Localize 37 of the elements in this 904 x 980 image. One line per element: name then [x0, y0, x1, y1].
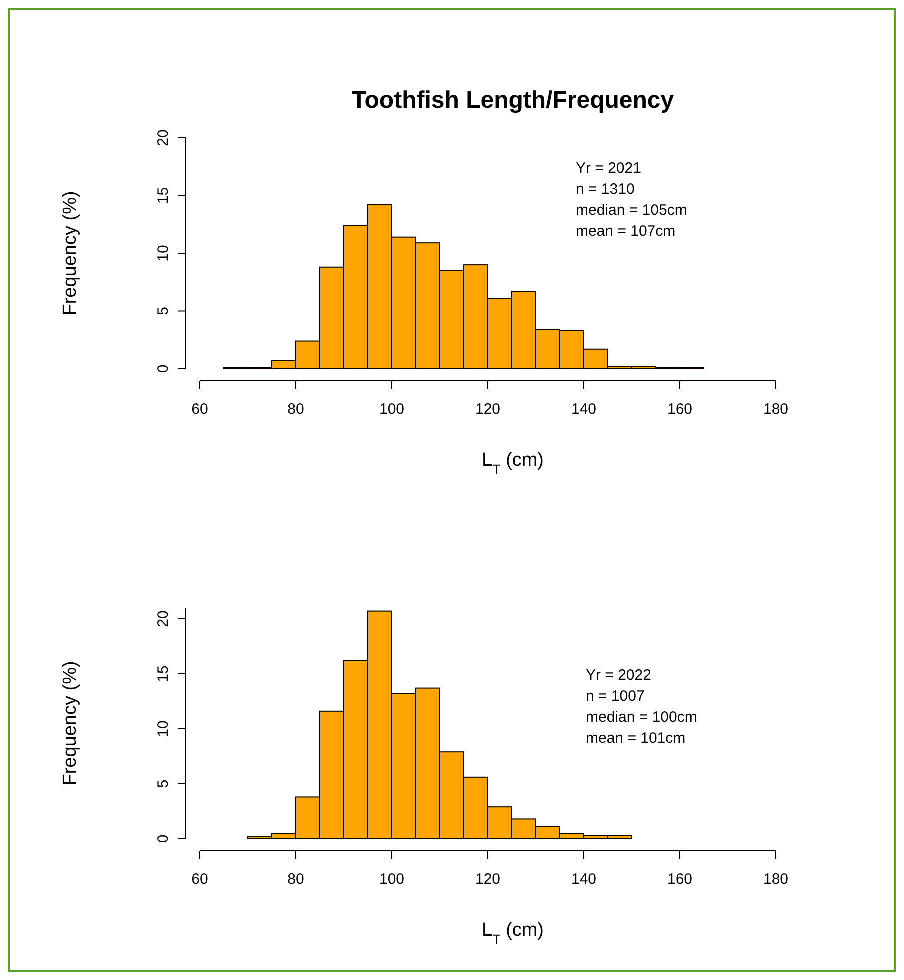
annotation: median = 105cm	[576, 202, 688, 219]
x-tick-label: 60	[192, 871, 208, 888]
x-tick-label: 120	[475, 401, 501, 418]
x-tick-label: 160	[667, 871, 693, 888]
x-tick-label: 160	[667, 401, 693, 418]
chart-title: Toothfish Length/Frequency	[352, 87, 675, 114]
x-tick-label: 140	[571, 871, 597, 888]
y-axis-title: Frequency (%)	[60, 661, 81, 786]
x-tick-label: 80	[288, 871, 304, 888]
y-tick-label: 20	[155, 610, 172, 628]
annotation: Yr = 2022	[586, 667, 652, 684]
annotation: n = 1310	[576, 181, 635, 198]
y-tick-label: 5	[155, 780, 172, 788]
x-tick-label: 120	[475, 871, 501, 888]
x-tick-label: 180	[763, 401, 789, 418]
x-tick-label: 140	[571, 401, 597, 418]
y-tick-label: 20	[155, 130, 172, 146]
x-axis-title: L$_{T}$ (cm)	[482, 920, 544, 946]
x-tick-label: 80	[288, 401, 304, 418]
y-tick-label: 15	[155, 187, 172, 204]
annotation: n = 1007	[586, 688, 645, 705]
y-axis-title: Frequency (%)	[60, 191, 81, 316]
y-tick-label: 10	[155, 720, 172, 738]
y-tick-label: 15	[155, 666, 172, 682]
x-tick-label: 100	[379, 871, 405, 888]
annotation: mean = 101cm	[586, 730, 686, 747]
y-tick-label: 10	[155, 245, 172, 262]
annotation: median = 100cm	[586, 709, 698, 726]
y-tick-label: 0	[155, 834, 172, 844]
y-tick-label: 5	[155, 307, 172, 316]
x-axis-title: L$_{T}$ (cm)	[482, 450, 544, 476]
annotation: Yr = 2021	[576, 160, 642, 177]
annotation: mean = 107cm	[576, 223, 676, 240]
x-tick-label: 180	[763, 871, 789, 888]
x-tick-label: 60	[192, 401, 208, 418]
x-tick-label: 100	[379, 401, 405, 418]
y-tick-label: 0	[155, 364, 172, 374]
